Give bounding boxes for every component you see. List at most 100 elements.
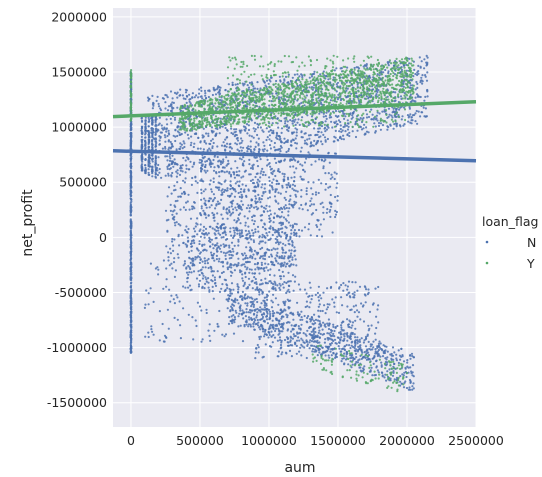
data-point-N <box>326 332 329 335</box>
data-point-N <box>166 165 169 168</box>
data-point-N <box>208 225 211 228</box>
data-point-N <box>204 92 207 95</box>
data-point-N <box>171 237 174 241</box>
data-point-N <box>129 237 132 240</box>
data-point-N <box>238 207 241 210</box>
data-point-N <box>194 176 197 179</box>
data-point-N <box>129 277 133 280</box>
data-point-N <box>283 158 286 161</box>
data-point-N <box>249 247 252 250</box>
data-point-N <box>140 135 143 138</box>
data-point-N <box>399 375 402 378</box>
data-point-N <box>141 155 144 158</box>
data-point-N <box>275 136 278 139</box>
data-point-N <box>322 115 325 118</box>
data-point-N <box>354 135 358 139</box>
data-point-N <box>180 143 183 146</box>
data-point-N <box>362 320 366 323</box>
data-point-N <box>303 314 306 318</box>
data-point-N <box>201 272 204 275</box>
data-point-N <box>285 125 289 128</box>
data-point-N <box>345 355 348 358</box>
data-point-N <box>167 139 170 142</box>
data-point-N <box>250 305 253 308</box>
data-point-N <box>209 159 212 162</box>
data-point-N <box>310 298 313 301</box>
data-point-N <box>269 312 272 316</box>
data-point-N <box>151 140 154 143</box>
data-point-N <box>277 350 280 353</box>
data-point-N <box>288 203 291 206</box>
data-point-N <box>284 300 287 303</box>
data-point-N <box>269 95 272 98</box>
data-point-N <box>310 197 313 200</box>
data-point-N <box>179 164 182 167</box>
data-point-N <box>291 187 294 190</box>
data-point-N <box>243 323 246 327</box>
data-point-N <box>282 300 285 303</box>
data-point-N <box>335 352 338 355</box>
data-point-N <box>277 303 280 306</box>
data-point-N <box>236 174 239 177</box>
data-point-N <box>241 298 244 301</box>
data-point-N <box>252 253 255 256</box>
data-point-N <box>192 239 195 242</box>
data-point-N <box>259 267 262 270</box>
data-point-N <box>250 296 253 299</box>
data-point-N <box>419 65 422 68</box>
data-point-N <box>162 340 165 343</box>
data-point-N <box>212 252 216 255</box>
data-point-N <box>165 285 168 288</box>
data-point-N <box>295 147 298 150</box>
data-point-N <box>333 69 336 72</box>
data-point-N <box>272 287 275 290</box>
data-point-N <box>222 251 225 254</box>
data-point-N <box>198 158 201 161</box>
data-point-N <box>301 318 304 321</box>
data-point-N <box>346 334 349 338</box>
data-point-N <box>252 239 255 242</box>
data-point-N <box>204 94 207 97</box>
data-point-N <box>333 177 336 181</box>
data-point-N <box>300 343 303 346</box>
data-point-N <box>259 306 262 309</box>
data-point-N <box>231 247 234 251</box>
data-point-N <box>270 306 274 309</box>
data-point-N <box>409 354 412 357</box>
data-point-N <box>340 360 343 363</box>
data-point-N <box>390 114 393 117</box>
data-point-N <box>347 280 351 283</box>
data-point-N <box>320 235 324 238</box>
data-point-N <box>207 277 210 280</box>
data-point-N <box>314 191 318 194</box>
data-point-N <box>166 159 169 162</box>
data-point-N <box>230 274 233 277</box>
data-point-N <box>285 150 288 154</box>
data-point-N <box>182 264 185 267</box>
data-point-N <box>274 329 277 333</box>
data-point-N <box>129 210 132 213</box>
data-point-N <box>418 56 421 59</box>
data-point-N <box>385 345 388 348</box>
data-point-N <box>351 114 354 117</box>
data-point-N <box>280 262 283 265</box>
data-point-N <box>278 255 281 258</box>
data-point-N <box>334 215 337 219</box>
data-point-N <box>292 165 295 168</box>
data-point-N <box>210 204 213 207</box>
data-point-N <box>164 136 167 139</box>
data-point-N <box>298 102 301 106</box>
data-point-N <box>311 144 314 147</box>
data-point-N <box>186 277 189 280</box>
data-point-N <box>235 209 238 212</box>
data-point-N <box>253 312 256 315</box>
data-point-N <box>155 166 159 170</box>
data-point-N <box>204 227 208 230</box>
data-point-N <box>278 329 281 332</box>
data-point-N <box>269 213 272 216</box>
data-point-N <box>189 261 192 264</box>
data-point-N <box>203 197 206 200</box>
data-point-N <box>272 323 275 326</box>
data-point-N <box>307 134 311 137</box>
data-point-N <box>189 97 192 101</box>
